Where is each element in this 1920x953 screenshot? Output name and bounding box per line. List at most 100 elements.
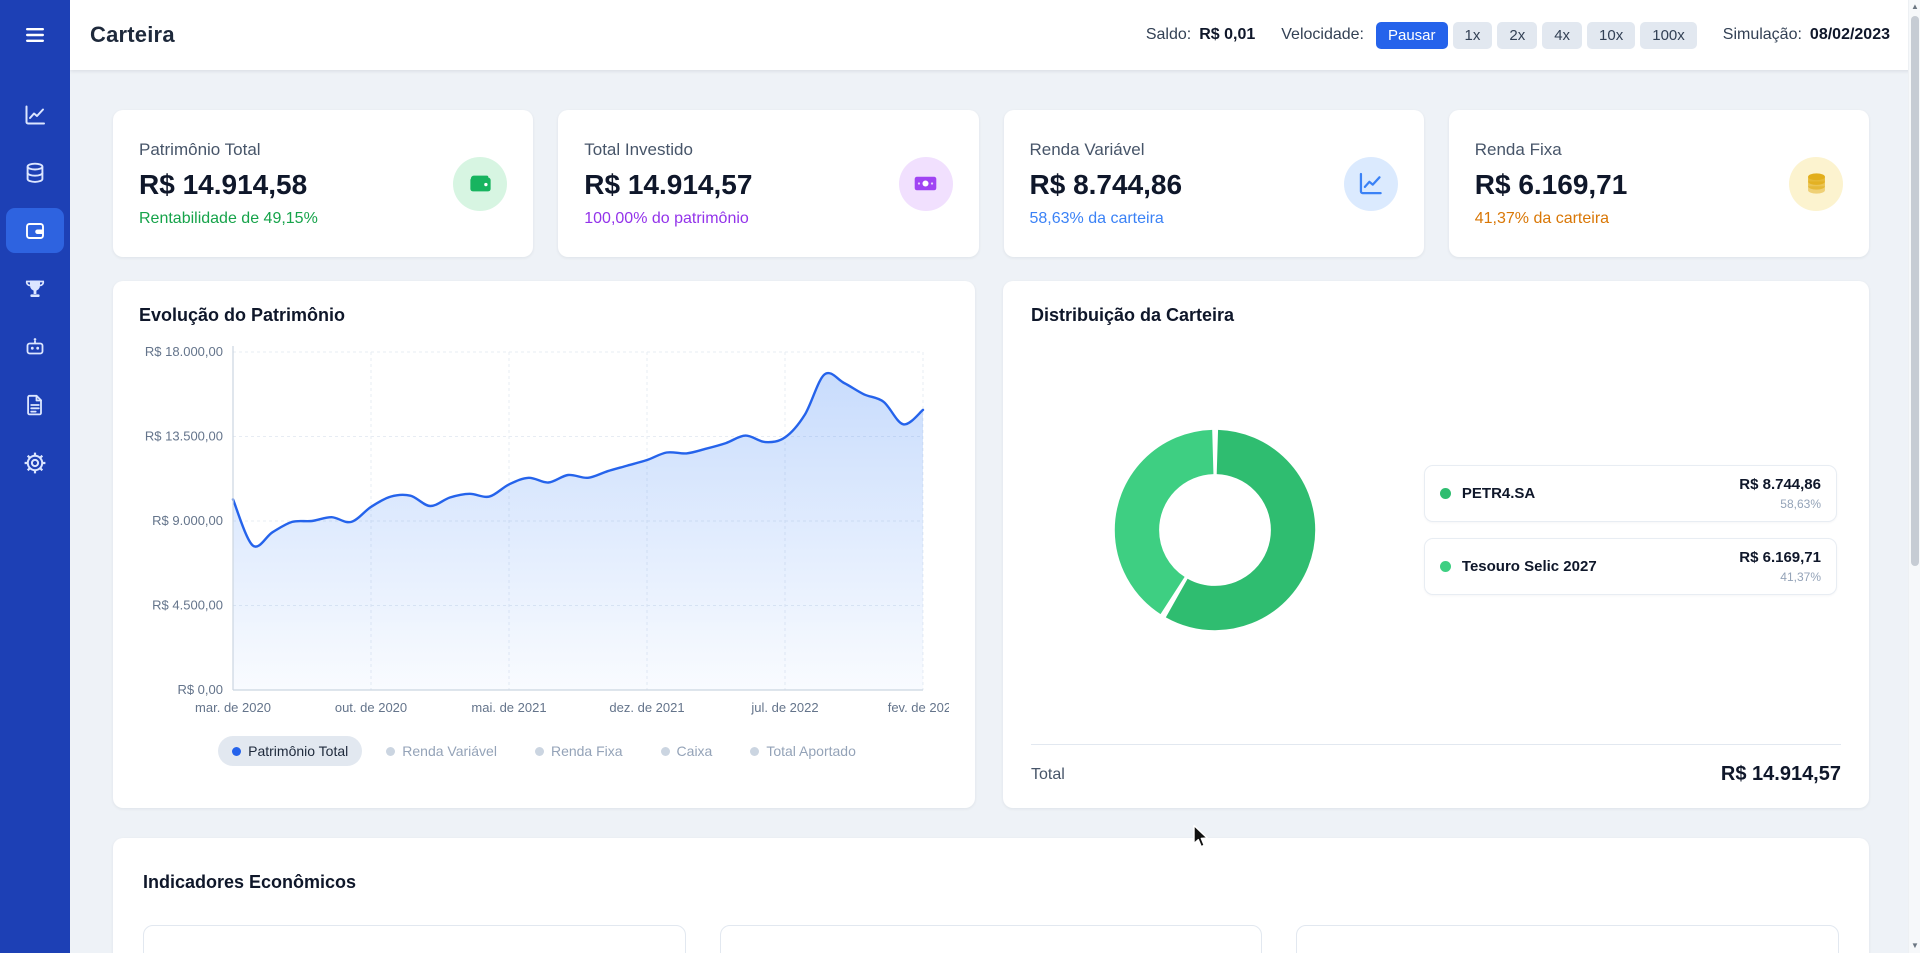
distribution-item-value: R$ 8.744,86: [1739, 476, 1821, 493]
sidebar-item-database[interactable]: [6, 150, 64, 195]
legend-dot: [386, 746, 396, 756]
speed-button-pausar[interactable]: Pausar: [1375, 21, 1448, 49]
legend-pill-label: Caixa: [676, 743, 713, 759]
speed-button-1x[interactable]: 1x: [1452, 21, 1493, 49]
distribution-item: Tesouro Selic 2027 R$ 6.169,71 41,37%: [1423, 538, 1837, 595]
legend-pill-renda-variável[interactable]: Renda Variável: [372, 736, 511, 766]
sidebar-item-wallet[interactable]: [6, 208, 64, 253]
scrollbar-up-arrow[interactable]: ▲: [1911, 2, 1919, 11]
svg-text:out. de 2020: out. de 2020: [335, 700, 407, 715]
sidebar-item-trophy[interactable]: [6, 266, 64, 311]
robot-icon: [23, 335, 47, 359]
velocity-group: Velocidade: Pausar 1x 2x 4x 10x 100x: [1281, 21, 1697, 49]
svg-text:mai. de 2021: mai. de 2021: [471, 700, 546, 715]
money-bill-icon: [912, 170, 939, 197]
sidebar-item-chart-line[interactable]: [6, 92, 64, 137]
distribution-total-value: R$ 14.914,57: [1720, 763, 1841, 785]
scrollbar-down-arrow[interactable]: ▼: [1911, 941, 1919, 950]
distribution-item-values: R$ 8.744,86 58,63%: [1739, 476, 1821, 511]
legend-pill-renda-fixa[interactable]: Renda Fixa: [521, 736, 637, 766]
scrollbar-track[interactable]: ▲ ▼: [1908, 0, 1920, 953]
distribution-legend-list: PETR4.SA R$ 8.744,86 58,63% Tesouro Selic 2…: [1423, 465, 1837, 595]
simulation-date: 08/02/2023: [1809, 26, 1890, 43]
stat-card-1: Total Investido R$ 14.914,57 100,00% do pa…: [558, 110, 979, 257]
sidebar-item-robot[interactable]: [6, 324, 64, 369]
speed-button-10x[interactable]: 10x: [1587, 21, 1636, 49]
stat-value: R$ 14.914,58: [139, 168, 308, 200]
svg-text:R$ 4.500,00: R$ 4.500,00: [152, 598, 223, 613]
svg-text:R$ 18.000,00: R$ 18.000,00: [145, 344, 223, 359]
legend-pill-total-aportado[interactable]: Total Aportado: [736, 736, 870, 766]
stat-subtext: 58,63% da carteira: [1029, 209, 1164, 227]
stat-info: Renda Fixa R$ 6.169,71 41,37% da carteira: [1475, 140, 1628, 228]
stat-value: R$ 8.744,86: [1029, 168, 1183, 200]
distribution-total-label: Total: [1031, 765, 1065, 783]
distribution-card: Distribuição da Carteira PETR4.SA R$ 8.74…: [1003, 281, 1869, 808]
distribution-title: Distribuição da Carteira: [1031, 305, 1235, 325]
evolution-title: Evolução do Patrimônio: [139, 305, 346, 325]
legend-pill-patrimônio-total[interactable]: Patrimônio Total: [218, 736, 363, 766]
legend-dot: [232, 746, 242, 756]
charts-row: Evolução do Patrimônio R$ 0,00 R$ 4.500,0…: [113, 281, 1869, 808]
coins-stack-icon: [1803, 170, 1830, 197]
distribution-item-value: R$ 6.169,71: [1739, 549, 1821, 566]
legend-dot: [750, 746, 760, 756]
donut-wrapper: [1035, 424, 1396, 636]
distribution-item-percent: 41,37%: [1780, 570, 1821, 584]
speed-button-100x[interactable]: 100x: [1640, 21, 1697, 49]
stat-label: Renda Fixa: [1474, 139, 1562, 159]
chart-line-icon: [1357, 170, 1384, 197]
speed-button-group: Pausar 1x 2x 4x 10x 100x: [1375, 21, 1697, 49]
evolution-card: Evolução do Patrimônio R$ 0,00 R$ 4.500,0…: [113, 281, 975, 808]
svg-text:R$ 9.000,00: R$ 9.000,00: [152, 513, 223, 528]
simulation-group: Simulação: 08/02/2023: [1723, 26, 1890, 44]
legend-pill-label: Patrimônio Total: [248, 743, 349, 759]
legend-pill-caixa[interactable]: Caixa: [647, 736, 727, 766]
svg-text:jul. de 2022: jul. de 2022: [750, 700, 818, 715]
page-title: Carteira: [90, 22, 175, 47]
stat-icon-circle: [1789, 156, 1843, 211]
speed-button-4x[interactable]: 4x: [1542, 21, 1583, 49]
distribution-item-dot: [1439, 561, 1451, 572]
legend-pill-label: Renda Variável: [402, 743, 497, 759]
stat-card-2: Renda Variável R$ 8.744,86 58,63% da carte…: [1003, 110, 1424, 257]
distribution-item-values: R$ 6.169,71 41,37%: [1739, 549, 1821, 584]
topbar-controls: Saldo: R$ 0,01 Velocidade: Pausar 1x 2x 4x 1…: [1120, 21, 1890, 49]
stat-value: R$ 6.169,71: [1474, 168, 1628, 200]
stat-subtext: 41,37% da carteira: [1474, 209, 1610, 227]
trophy-icon: [23, 277, 47, 301]
indicator-box-2: [1296, 925, 1840, 953]
wallet-filled-icon: [467, 170, 494, 197]
svg-text:mar. de 2020: mar. de 2020: [195, 700, 271, 715]
stat-icon-circle: [453, 156, 508, 211]
stat-subtext: 100,00% do patrimônio: [584, 209, 749, 227]
evolution-chart: R$ 0,00 R$ 4.500,00 R$ 9.000,00 R$ 13.500,0…: [145, 344, 949, 715]
document-icon: [23, 393, 47, 417]
menu-button[interactable]: [12, 12, 58, 58]
sidebar-item-gear[interactable]: [6, 440, 64, 485]
speed-button-2x[interactable]: 2x: [1497, 21, 1538, 49]
saldo-label: Saldo:: [1145, 26, 1192, 43]
stat-icon-circle: [1343, 156, 1398, 211]
stat-label: Patrimônio Total: [139, 139, 261, 159]
stat-info: Patrimônio Total R$ 14.914,58 Rentabilidad…: [139, 140, 318, 228]
svg-text:fev. de 2023: fev. de 2023: [888, 700, 949, 715]
stat-card-3: Renda Fixa R$ 6.169,71 41,37% da carteira: [1448, 110, 1869, 257]
database-icon: [23, 161, 47, 185]
content-column: Carteira Saldo: R$ 0,01 Velocidade: Paus…: [70, 0, 1920, 953]
indicators-title: Indicadores Econômicos: [143, 872, 357, 892]
distribution-item-percent: 58,63%: [1780, 497, 1821, 511]
svg-text:R$ 13.500,00: R$ 13.500,00: [145, 429, 223, 444]
sidebar: [0, 0, 70, 953]
stat-icon-circle: [898, 156, 953, 211]
legend-dot: [534, 746, 544, 756]
scrollbar-thumb[interactable]: [1911, 16, 1919, 566]
sidebar-item-document[interactable]: [6, 382, 64, 427]
distribution-total-row: Total R$ 14.914,57: [1031, 744, 1841, 786]
indicators-card: Indicadores Econômicos: [113, 838, 1869, 953]
stat-value: R$ 14.914,57: [584, 168, 753, 200]
indicator-box-0: [143, 925, 686, 953]
legend-pill-label: Total Aportado: [766, 743, 856, 759]
simulation-label: Simulação:: [1722, 26, 1802, 43]
